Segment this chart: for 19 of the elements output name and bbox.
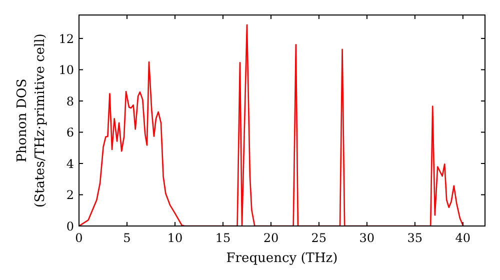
x-tick-label: 35 [407, 231, 423, 245]
y-tick-label: 10 [58, 63, 74, 78]
x-tick-label: 25 [311, 231, 327, 245]
line-series [79, 24, 464, 226]
x-tick-label: 5 [123, 231, 131, 245]
y-tick-label: 6 [66, 126, 74, 140]
x-axis-title: Frequency (THz) [226, 251, 338, 266]
x-tick-label: 30 [359, 231, 375, 245]
x-tick-label: 15 [215, 231, 231, 245]
x-tick-label: 10 [167, 231, 183, 245]
y-tick-label: 4 [66, 156, 74, 171]
x-tick-label: 20 [263, 231, 279, 245]
x-tick-label: 0 [75, 231, 83, 245]
y-tick-label: 0 [66, 220, 74, 234]
y-tick-label: 8 [66, 94, 74, 108]
x-tick-label: 40 [455, 231, 471, 245]
y-axis-title: Phonon DOS (States/THz·primitive cell) [15, 33, 48, 208]
y-tick-label: 12 [58, 32, 74, 46]
y-tick-label: 2 [66, 188, 74, 202]
